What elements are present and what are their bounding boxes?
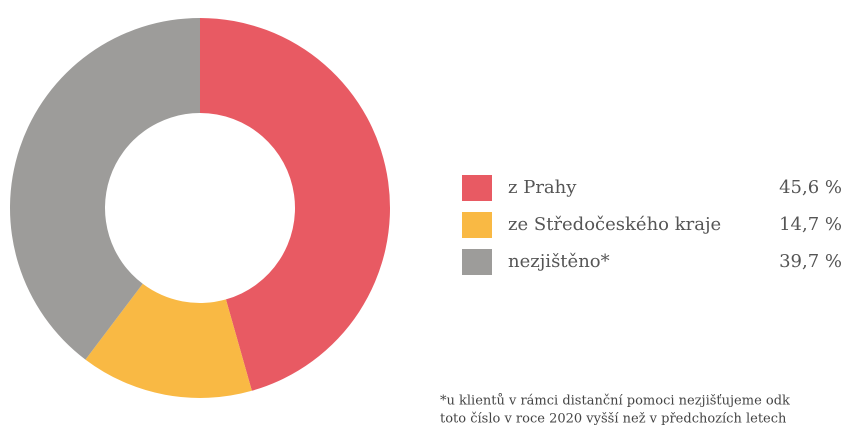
legend-value: 14,7 % — [779, 214, 842, 235]
footnote: *u klientů v rámci distanční pomoci nezj… — [440, 393, 790, 409]
legend-label: ze Středočeského kraje — [508, 214, 721, 235]
legend-label: z Prahy — [508, 177, 577, 198]
legend-label: nezjištěno* — [508, 251, 610, 272]
footnote: toto číslo v roce 2020 vyšší než v předc… — [440, 412, 787, 427]
legend-swatch — [462, 212, 492, 238]
donut-segment — [9, 18, 200, 360]
donut-segment — [200, 18, 391, 391]
legend-value: 45,6 % — [779, 177, 842, 198]
legend-swatch — [462, 175, 492, 201]
donut-segment — [85, 283, 252, 398]
legend-value: 39,7 % — [779, 251, 842, 272]
legend-swatch — [462, 249, 492, 275]
